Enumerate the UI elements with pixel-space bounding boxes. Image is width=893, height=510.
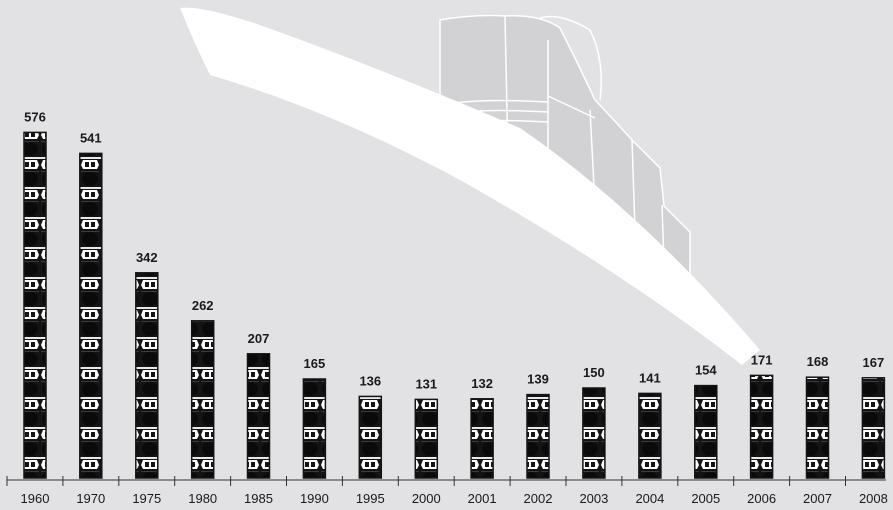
value-label-2007: 168 xyxy=(807,354,829,369)
value-label-1975: 342 xyxy=(136,250,158,265)
value-label-2003: 150 xyxy=(583,365,605,380)
bar-1970 xyxy=(79,152,103,479)
tick-label-1990: 1990 xyxy=(300,491,329,506)
tick-label-1985: 1985 xyxy=(244,491,273,506)
bar-2000 xyxy=(414,398,439,479)
bar-2006 xyxy=(749,374,774,479)
tick-label-2001: 2001 xyxy=(468,491,497,506)
value-label-2005: 154 xyxy=(695,363,717,378)
tick-label-2007: 2007 xyxy=(803,491,832,506)
tick-label-2005: 2005 xyxy=(691,491,720,506)
bar-1985 xyxy=(246,353,271,479)
tick-label-1975: 1975 xyxy=(132,491,161,506)
tick-label-1970: 1970 xyxy=(76,491,105,506)
bar-1990 xyxy=(302,378,327,479)
bar-2003 xyxy=(582,387,606,479)
value-label-1985: 207 xyxy=(248,331,270,346)
bar-2008 xyxy=(861,377,886,479)
x-axis xyxy=(6,476,886,486)
value-label-2004: 141 xyxy=(639,370,661,385)
bar-1980 xyxy=(190,320,215,479)
bar-1975 xyxy=(135,272,159,479)
value-label-1980: 262 xyxy=(192,298,214,313)
value-label-1990: 165 xyxy=(304,356,326,371)
value-label-2002: 139 xyxy=(527,372,549,387)
bar-2002 xyxy=(526,393,550,479)
ship-superstructure-lines xyxy=(439,15,665,263)
value-label-2006: 171 xyxy=(751,352,773,367)
bar-2005 xyxy=(694,384,718,479)
x-axis-tick-labels: 1960 1970 1975 1980 1985 1990 1995 2000 2001 2002… xyxy=(21,491,888,506)
tick-label-2004: 2004 xyxy=(635,491,664,506)
ship-hull xyxy=(180,7,760,365)
tick-label-1980: 1980 xyxy=(188,491,217,506)
bar-2004 xyxy=(638,392,662,479)
bar-1995 xyxy=(358,395,383,479)
tick-label-1960: 1960 xyxy=(21,491,50,506)
ship-icon xyxy=(180,7,760,365)
tick-label-2000: 2000 xyxy=(412,491,441,506)
value-label-2000: 131 xyxy=(415,376,437,391)
bar-2001 xyxy=(470,398,494,479)
x-axis-ticks xyxy=(6,476,846,486)
tick-label-2003: 2003 xyxy=(579,491,608,506)
bar-2007 xyxy=(805,376,830,479)
tick-label-2002: 2002 xyxy=(524,491,553,506)
tick-label-2006: 2006 xyxy=(747,491,776,506)
bars-group xyxy=(23,131,886,479)
tick-label-1995: 1995 xyxy=(356,491,385,506)
value-label-1995: 136 xyxy=(359,373,381,388)
value-label-2001: 132 xyxy=(471,376,493,391)
bar-1960 xyxy=(23,131,47,479)
value-label-1960: 576 xyxy=(24,109,46,124)
value-label-1970: 541 xyxy=(80,130,102,145)
tick-label-2008: 2008 xyxy=(859,491,888,506)
value-labels-group: 576 541 342 262 207 165 136 131 132 139 150 141 154 1… xyxy=(24,109,884,391)
value-label-2008: 167 xyxy=(863,355,885,370)
